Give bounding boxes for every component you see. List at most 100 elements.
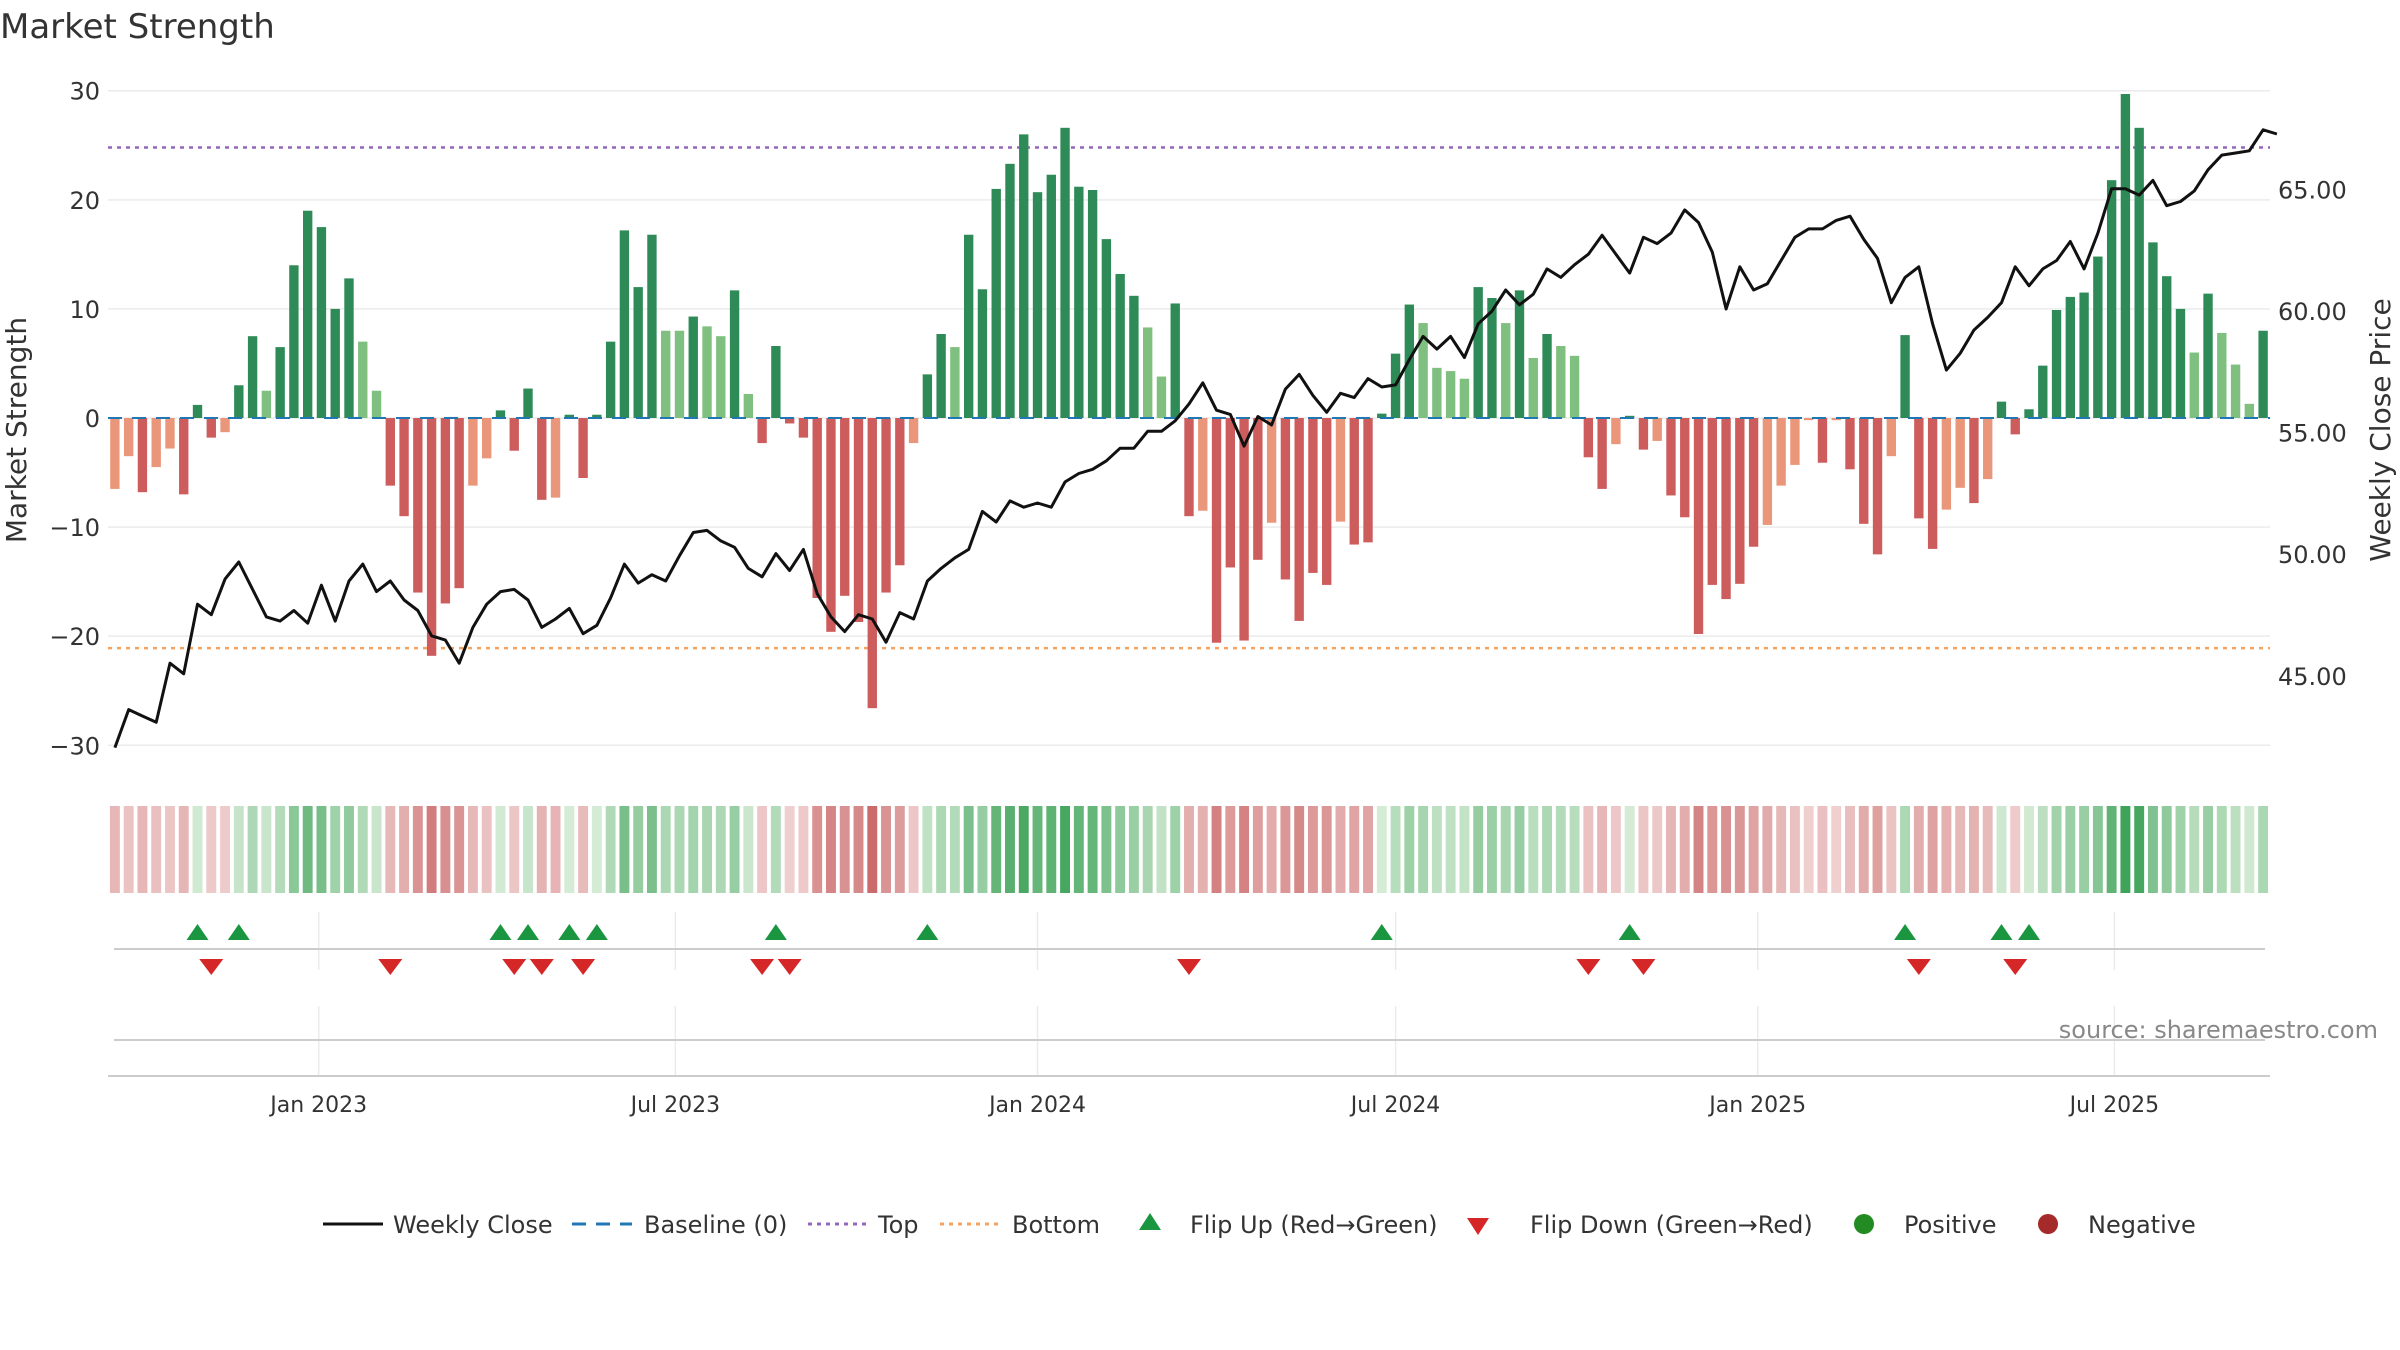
strength-bar-1 — [123, 418, 134, 457]
strip-cell-150 — [2175, 806, 2186, 893]
strip-cell-42 — [688, 806, 699, 893]
strength-bar-42 — [688, 316, 698, 418]
strip-cell-14 — [302, 806, 313, 893]
legend-weekly-close-label: Weekly Close — [393, 1211, 553, 1239]
strength-bar-124 — [1817, 418, 1828, 463]
strength-bar-36 — [605, 341, 616, 418]
strength-bar-90 — [1349, 418, 1359, 545]
y-right-tick-label: 60.00 — [2278, 298, 2347, 326]
strength-bar-23 — [426, 418, 437, 656]
strip-cell-99 — [1473, 806, 1484, 893]
x-tick-label: Jan 2025 — [1707, 1093, 1806, 1118]
y-left-tick-label: 30 — [69, 78, 100, 106]
strip-cell-112 — [1652, 806, 1663, 893]
strength-bar-91 — [1363, 418, 1373, 543]
strip-cell-121 — [1776, 806, 1787, 893]
strength-bar-69 — [1060, 127, 1070, 419]
strip-cell-138 — [2010, 806, 2021, 893]
strength-bar-53 — [840, 418, 850, 596]
strip-cell-57 — [894, 806, 905, 893]
strength-bar-30 — [523, 388, 533, 418]
strength-bar-37 — [619, 230, 630, 418]
strip-cell-119 — [1748, 806, 1759, 893]
strip-cell-153 — [2216, 806, 2227, 893]
strip-cell-115 — [1693, 806, 1704, 893]
strip-cell-134 — [1955, 806, 1966, 893]
flip-up-marker — [227, 924, 250, 940]
strength-bars — [110, 94, 2268, 709]
flip-down-marker — [502, 959, 527, 975]
strength-bar-111 — [1638, 418, 1649, 450]
strength-bar-82 — [1239, 418, 1249, 641]
flip-down-marker — [199, 959, 224, 975]
strength-bar-132 — [1927, 418, 1938, 549]
legend-flip-down-icon — [1467, 1218, 1489, 1235]
strength-bar-28 — [495, 410, 506, 418]
strength-bar-86 — [1294, 418, 1304, 621]
strip-cell-68 — [1046, 806, 1057, 893]
strength-bar-135 — [1969, 418, 1979, 504]
strip-cell-21 — [399, 806, 410, 893]
strip-cell-129 — [1886, 806, 1897, 893]
flip-down-marker — [571, 959, 596, 975]
strip-cell-111 — [1638, 806, 1649, 893]
strip-cell-43 — [702, 806, 712, 893]
strip-cell-107 — [1583, 806, 1594, 893]
strip-cell-74 — [1128, 806, 1139, 893]
legend: Weekly Close Baseline (0) Top Bottom Fli… — [323, 1211, 2196, 1239]
strip-cell-127 — [1858, 806, 1869, 893]
strength-bar-85 — [1280, 418, 1291, 580]
strength-bar-115 — [1693, 418, 1704, 634]
strength-bar-141 — [2051, 310, 2062, 418]
strength-bar-50 — [798, 418, 809, 438]
strength-bar-78 — [1184, 418, 1194, 517]
strip-cell-16 — [330, 806, 341, 893]
legend-positive-icon — [1854, 1214, 1874, 1234]
strip-cell-102 — [1514, 806, 1525, 893]
flip-markers-panel — [114, 924, 2265, 1041]
strip-cell-80 — [1211, 806, 1222, 893]
strip-cell-81 — [1225, 806, 1236, 893]
strip-cell-49 — [784, 806, 795, 893]
strip-cell-95 — [1418, 806, 1429, 893]
strength-bar-41 — [674, 330, 685, 418]
strip-cell-96 — [1431, 806, 1442, 893]
strip-cell-140 — [2037, 806, 2048, 893]
weekly-close-line — [113, 128, 2278, 749]
flip-up-marker — [585, 924, 608, 940]
strip-cell-41 — [674, 806, 685, 893]
flip-up-marker — [2018, 924, 2041, 940]
strength-bar-108 — [1597, 418, 1607, 489]
strength-bar-35 — [592, 414, 602, 418]
strip-cell-45 — [729, 806, 740, 893]
y-left-tick-label: 10 — [69, 296, 100, 324]
strip-cell-122 — [1789, 806, 1800, 893]
strength-bar-48 — [771, 346, 781, 418]
strength-bar-147 — [2134, 127, 2144, 419]
legend-flip-down-label: Flip Down (Green→Red) — [1530, 1211, 1813, 1239]
strip-cell-58 — [908, 806, 919, 893]
y-left-tick-label: 0 — [85, 405, 100, 433]
strength-bar-118 — [1735, 418, 1745, 584]
strength-bar-103 — [1528, 358, 1538, 418]
strip-cell-13 — [288, 806, 299, 893]
strip-cell-113 — [1666, 806, 1676, 893]
y-right-tick-label: 50.00 — [2278, 541, 2347, 569]
strip-cell-12 — [275, 806, 286, 893]
strip-cell-47 — [757, 806, 768, 893]
strength-bar-83 — [1253, 418, 1263, 560]
strip-cell-156 — [2258, 806, 2269, 893]
strength-bar-102 — [1514, 290, 1525, 418]
flip-down-marker — [1177, 959, 1201, 975]
strength-bar-122 — [1790, 418, 1800, 465]
y-axis-left: 30 20 10 0 −10 −20 −30 — [49, 78, 100, 761]
strip-cell-103 — [1528, 806, 1539, 893]
strip-cell-83 — [1252, 806, 1263, 893]
strip-cell-101 — [1500, 806, 1511, 893]
strip-cell-155 — [2244, 806, 2255, 893]
strength-bar-119 — [1748, 418, 1759, 547]
strength-bar-15 — [316, 227, 327, 418]
strip-cell-78 — [1184, 806, 1194, 893]
strength-bar-153 — [2217, 332, 2227, 418]
strength-bar-5 — [179, 418, 189, 495]
